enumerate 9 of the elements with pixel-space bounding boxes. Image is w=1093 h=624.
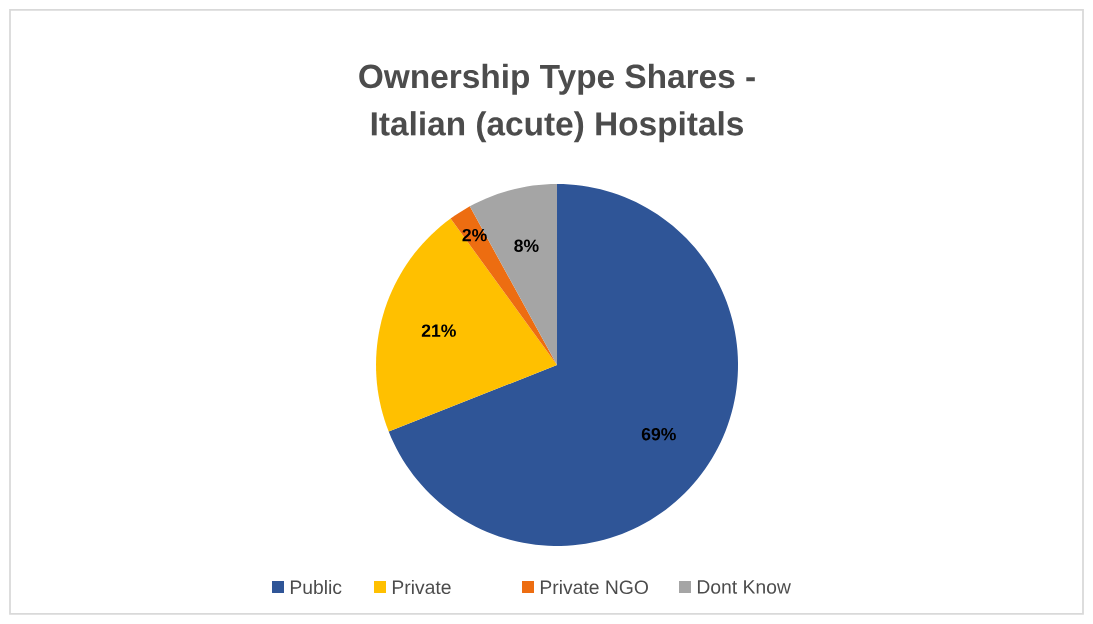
data-label: 21% (421, 324, 456, 337)
data-label: 69% (641, 427, 676, 441)
legend-label: Dont Know (697, 580, 791, 594)
data-label: 2% (462, 228, 487, 242)
chart-title: Ownership Type Shares - Italian (acute) Hospitals (359, 63, 755, 143)
legend-label: Public (290, 579, 342, 595)
legend-label: Private (392, 579, 451, 595)
legend-label: Private NGO (540, 579, 648, 595)
data-label: 8% (514, 239, 539, 252)
